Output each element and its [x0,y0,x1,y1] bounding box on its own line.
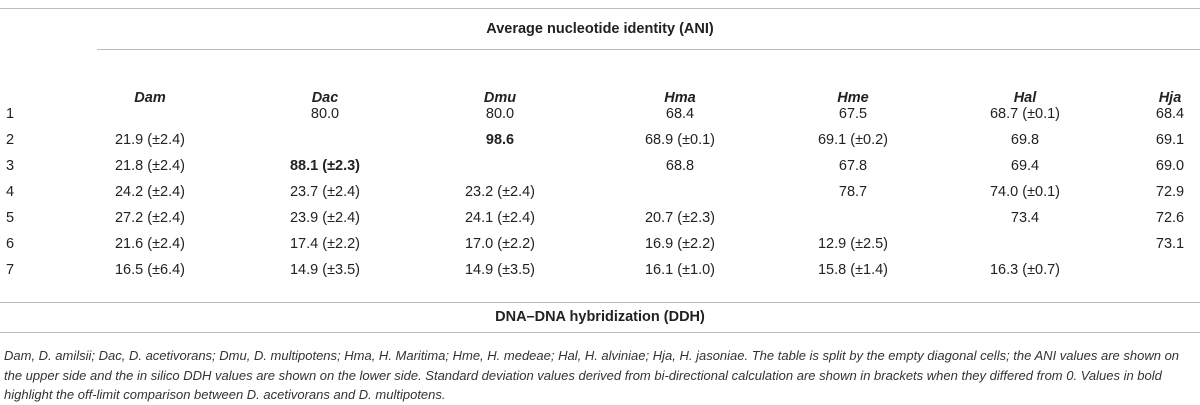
table-cell: 17.0 (±2.2) [464,236,536,252]
table-cell: 21.6 (±2.4) [114,236,186,252]
table-cell: 67.5 [838,106,868,122]
table-cell: 16.1 (±1.0) [644,262,716,278]
table-cell: 15.8 (±1.4) [817,262,889,278]
table-cell: 68.8 [665,158,695,174]
column-header-dam: Dam [134,90,166,106]
table-cell: 16.5 (±6.4) [114,262,186,278]
column-header-dmu: Dmu [483,90,517,106]
caption-rule [0,332,1200,333]
table-cell: 20.7 (±2.3) [644,210,716,226]
table-cell: 23.7 (±2.4) [289,184,361,200]
table-cell: 80.0 [485,106,515,122]
table-cell: 68.4 [665,106,695,122]
ani-header: Average nucleotide identity (ANI) [486,21,714,37]
table-cell: 68.4 [1155,106,1185,122]
row-label: 1 [6,106,15,122]
row-label: 6 [6,236,15,252]
table-cell: 68.9 (±0.1) [644,132,716,148]
table-cell: 21.9 (±2.4) [114,132,186,148]
table-cell: 72.6 [1155,210,1185,226]
table-cell: 88.1 (±2.3) [289,158,361,174]
column-header-hja: Hja [1158,90,1182,106]
table-cell: 23.9 (±2.4) [289,210,361,226]
ddh-header: DNA–DNA hybridization (DDH) [495,309,705,325]
row-label: 5 [6,210,15,226]
table-cell: 69.1 [1155,132,1185,148]
row-label: 4 [6,184,15,200]
table-cell: 78.7 [838,184,868,200]
column-header-hme: Hme [837,90,869,106]
table-cell: 23.2 (±2.4) [464,184,536,200]
table-cell: 16.3 (±0.7) [989,262,1061,278]
table-cell: 27.2 (±2.4) [114,210,186,226]
bottom-rule [0,302,1200,303]
table-cell: 14.9 (±3.5) [464,262,536,278]
table-cell: 69.8 [1010,132,1040,148]
table-cell: 69.1 (±0.2) [817,132,889,148]
table-cell: 24.1 (±2.4) [464,210,536,226]
top-rule [0,8,1200,9]
column-header-dac: Dac [311,90,339,106]
table-cell: 21.8 (±2.4) [114,158,186,174]
row-label: 7 [6,262,15,278]
table-cell: 72.9 [1155,184,1185,200]
row-label: 3 [6,158,15,174]
table-cell: 68.7 (±0.1) [989,106,1061,122]
table-cell: 14.9 (±3.5) [289,262,361,278]
table-cell: 69.0 [1155,158,1185,174]
table-caption: Dam, D. amilsii; Dac, D. acetivorans; Dm… [4,348,1180,402]
table-cell: 24.2 (±2.4) [114,184,186,200]
row-label: 2 [6,132,15,148]
header-rule [97,49,1200,50]
table-cell: 16.9 (±2.2) [644,236,716,252]
column-header-hal: Hal [1013,90,1037,106]
table-cell: 69.4 [1010,158,1040,174]
table-cell: 12.9 (±2.5) [817,236,889,252]
table-cell: 80.0 [310,106,340,122]
column-header-hma: Hma [664,90,696,106]
table-cell: 73.1 [1155,236,1185,252]
table-cell: 98.6 [485,132,515,148]
table-cell: 74.0 (±0.1) [989,184,1061,200]
table-cell: 17.4 (±2.2) [289,236,361,252]
table-cell: 73.4 [1010,210,1040,226]
table-cell: 67.8 [838,158,868,174]
